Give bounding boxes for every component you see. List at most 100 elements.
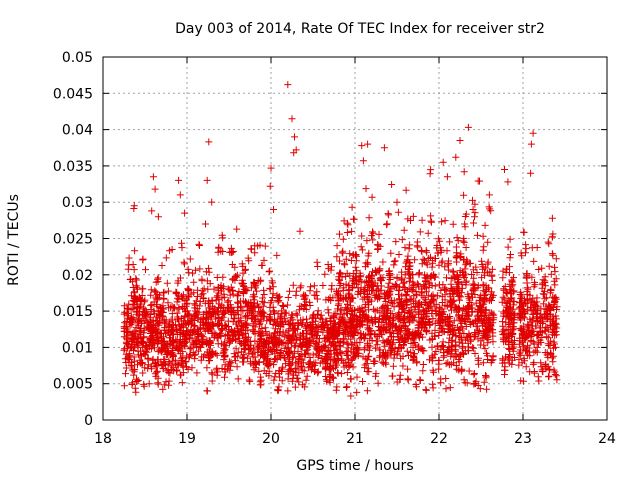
data-point (174, 330, 182, 338)
data-point (553, 376, 561, 384)
data-point (240, 353, 248, 361)
data-point (235, 288, 243, 295)
data-point (349, 363, 357, 371)
data-point (399, 352, 407, 360)
data-point (263, 354, 271, 362)
data-point (132, 388, 140, 396)
data-point (196, 343, 204, 350)
data-point (443, 173, 451, 181)
data-point (218, 301, 226, 309)
data-point (390, 314, 398, 322)
data-point (176, 191, 184, 199)
data-point (127, 318, 134, 326)
data-point (314, 368, 322, 376)
data-point (284, 343, 292, 351)
data-point (279, 363, 287, 371)
data-point (153, 368, 161, 376)
data-point (288, 335, 296, 342)
data-point (355, 276, 363, 284)
data-point (365, 249, 373, 257)
data-point (299, 329, 306, 337)
data-point (288, 311, 296, 319)
data-point (439, 338, 447, 346)
data-point (323, 353, 331, 361)
data-point (153, 302, 161, 310)
data-point (484, 238, 492, 246)
data-point (295, 378, 303, 386)
data-point (130, 266, 138, 274)
data-point (535, 266, 543, 273)
data-point (545, 262, 553, 270)
data-point (399, 283, 407, 291)
data-point (398, 299, 405, 307)
data-point (159, 385, 167, 393)
data-point (298, 321, 306, 329)
data-point (233, 292, 241, 300)
data-point (254, 277, 262, 284)
data-point (157, 307, 165, 315)
data-point (364, 282, 372, 290)
data-point (207, 325, 215, 333)
data-point (196, 265, 204, 273)
data-point (522, 245, 530, 253)
data-point (400, 226, 408, 234)
data-point (377, 277, 385, 284)
data-point (377, 327, 385, 335)
data-point (168, 347, 176, 354)
data-point (225, 297, 233, 305)
data-point (389, 362, 397, 370)
data-point (482, 372, 490, 380)
data-point (347, 392, 355, 400)
data-point (291, 343, 299, 351)
data-point (485, 191, 493, 199)
data-point (184, 310, 192, 318)
data-point (161, 320, 169, 328)
data-point (225, 304, 233, 312)
data-point (204, 341, 212, 349)
data-point (154, 348, 162, 356)
data-point (232, 273, 240, 280)
data-point (248, 312, 256, 320)
data-point (347, 375, 355, 383)
data-point (527, 169, 535, 177)
data-point (238, 276, 246, 284)
data-point (189, 269, 196, 277)
data-point (242, 287, 250, 295)
data-point (284, 301, 292, 309)
data-point (190, 289, 198, 297)
data-point (336, 343, 344, 351)
data-point (139, 256, 147, 264)
data-point (235, 318, 243, 326)
data-point (262, 328, 270, 336)
data-point (532, 347, 540, 355)
data-point (258, 325, 266, 332)
data-point (284, 387, 292, 395)
data-point (316, 348, 323, 356)
data-point (144, 355, 152, 363)
data-point (183, 300, 191, 308)
data-point (475, 360, 483, 368)
data-point (385, 341, 393, 349)
data-point (290, 371, 298, 379)
data-point (442, 360, 450, 368)
data-point (126, 353, 134, 361)
data-point (287, 365, 295, 373)
data-point (271, 355, 279, 363)
data-point (370, 360, 378, 367)
data-point (354, 290, 362, 298)
data-point (131, 247, 139, 255)
data-point (282, 360, 290, 368)
data-point (359, 157, 367, 165)
data-point (501, 366, 509, 374)
data-point (190, 322, 198, 329)
data-point (153, 340, 161, 347)
data-point (307, 283, 314, 291)
data-point (335, 315, 343, 323)
data-point (242, 323, 249, 331)
data-point (146, 322, 154, 330)
data-point (122, 323, 130, 330)
data-point (348, 340, 356, 348)
data-point (290, 325, 297, 333)
data-point (264, 347, 272, 355)
data-point (344, 328, 352, 336)
